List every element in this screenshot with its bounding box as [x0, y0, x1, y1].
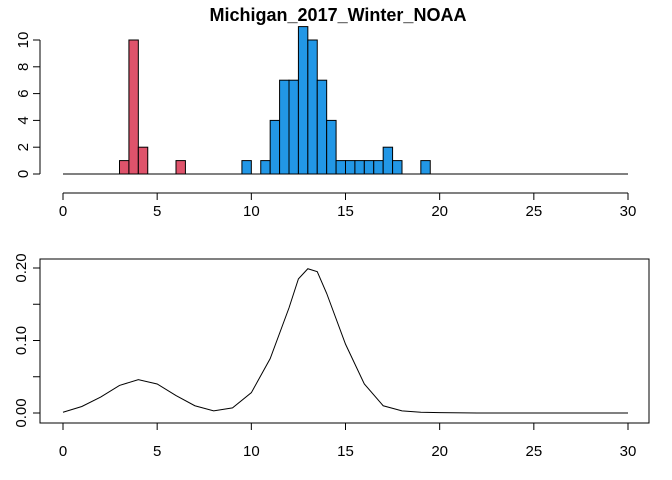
histogram-bar: [260, 160, 271, 175]
x-axis: 0 5 10 15 20 25 30: [59, 423, 637, 460]
histogram-bar: [128, 39, 139, 175]
histogram-bar: [373, 160, 384, 175]
histogram-bar: [316, 79, 328, 175]
histogram-bar: [307, 39, 318, 175]
tick-label: 20: [431, 203, 448, 220]
tick-label: 30: [620, 443, 637, 460]
tick-label: 5: [153, 203, 161, 220]
histogram-bars: [119, 26, 431, 175]
tick-label: 15: [337, 203, 354, 220]
tick-label: 0: [59, 203, 67, 220]
histogram-bar: [354, 160, 365, 175]
tick-label: 30: [620, 203, 637, 220]
density-chart: 0 5 10 15 20 25 30 0.00 0.10 0.20: [13, 253, 650, 460]
tick-label: 10: [15, 32, 32, 49]
histogram-bar: [288, 79, 299, 175]
histogram-bar: [382, 146, 394, 175]
x-axis: 0 5 10 15 20 25 30: [59, 192, 637, 220]
y-axis: 0 2 4 6 8 10: [15, 32, 41, 178]
tick-label: 10: [243, 203, 260, 220]
tick-label: 6: [15, 89, 32, 97]
tick-label: 8: [15, 63, 32, 71]
tick-label: 0.00: [13, 398, 30, 427]
tick-label: 0.10: [13, 326, 30, 355]
tick-label: 0: [59, 443, 67, 460]
tick-label: 0.20: [13, 253, 30, 282]
histogram-bar: [363, 160, 375, 175]
histogram-bar: [297, 26, 309, 175]
histogram-bar: [326, 119, 337, 175]
histogram-bar: [420, 160, 431, 175]
density-line: [62, 268, 628, 414]
tick-label: 10: [243, 443, 260, 460]
y-axis: 0.00 0.10 0.20: [13, 253, 40, 428]
chart-title: Michigan_2017_Winter_NOAA: [210, 5, 467, 25]
tick-label: 25: [525, 203, 542, 220]
histogram-bar: [241, 160, 252, 175]
histogram-bar: [269, 119, 281, 175]
histogram-bar: [335, 160, 347, 175]
tick-label: 0: [15, 170, 32, 178]
histogram-bar: [279, 79, 290, 175]
tick-label: 15: [337, 443, 354, 460]
tick-label: 4: [15, 116, 32, 124]
tick-label: 25: [525, 443, 542, 460]
tick-label: 20: [431, 443, 448, 460]
histogram-bar: [345, 160, 356, 175]
histogram-bar: [392, 160, 403, 175]
tick-label: 2: [15, 143, 32, 151]
tick-label: 5: [153, 443, 161, 460]
histogram-bar: [175, 160, 186, 175]
histogram-bar: [119, 160, 130, 175]
histogram-chart: Michigan_2017_Winter_NOAA 0 5 10 15 20 25 30 0…: [15, 5, 636, 220]
histogram-bar: [137, 146, 149, 175]
